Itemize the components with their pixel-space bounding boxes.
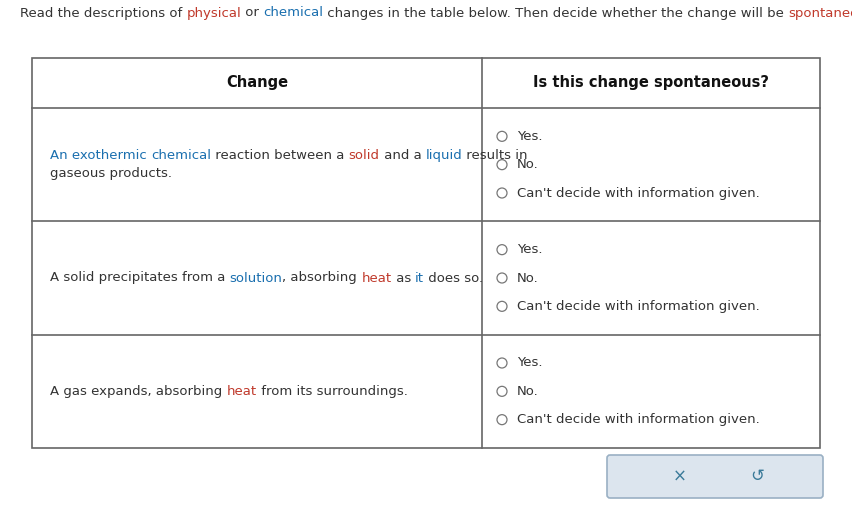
Text: it: it bbox=[415, 272, 424, 284]
Text: , absorbing: , absorbing bbox=[283, 272, 361, 284]
Text: from its surroundings.: from its surroundings. bbox=[256, 385, 407, 398]
Text: liquid: liquid bbox=[426, 149, 463, 162]
Text: A gas expands, absorbing: A gas expands, absorbing bbox=[50, 385, 227, 398]
Text: Yes.: Yes. bbox=[517, 356, 543, 370]
Text: as: as bbox=[392, 272, 415, 284]
Text: gaseous products.: gaseous products. bbox=[50, 167, 172, 180]
Text: and a: and a bbox=[380, 149, 426, 162]
Text: chemical: chemical bbox=[151, 149, 211, 162]
Text: No.: No. bbox=[517, 385, 538, 398]
Text: solution: solution bbox=[230, 272, 283, 284]
Text: An exothermic: An exothermic bbox=[50, 149, 151, 162]
Text: Change: Change bbox=[226, 76, 288, 91]
Text: No.: No. bbox=[517, 272, 538, 284]
Text: A solid precipitates from a: A solid precipitates from a bbox=[50, 272, 230, 284]
Text: reaction between a: reaction between a bbox=[211, 149, 348, 162]
Text: results in: results in bbox=[463, 149, 528, 162]
Text: or: or bbox=[241, 7, 263, 19]
Text: spontaneous: spontaneous bbox=[788, 7, 852, 19]
FancyBboxPatch shape bbox=[607, 455, 823, 498]
Text: changes in the table below. Then decide whether the change will be: changes in the table below. Then decide … bbox=[324, 7, 788, 19]
Text: Can't decide with information given.: Can't decide with information given. bbox=[517, 300, 760, 313]
Text: ×: × bbox=[672, 467, 686, 486]
Text: chemical: chemical bbox=[263, 7, 324, 19]
Text: heat: heat bbox=[227, 385, 256, 398]
Text: Can't decide with information given.: Can't decide with information given. bbox=[517, 413, 760, 426]
Text: does so.: does so. bbox=[424, 272, 483, 284]
Text: Read the descriptions of: Read the descriptions of bbox=[20, 7, 187, 19]
Text: Yes.: Yes. bbox=[517, 243, 543, 256]
Text: ↺: ↺ bbox=[750, 467, 764, 486]
Text: heat: heat bbox=[361, 272, 392, 284]
Text: physical: physical bbox=[187, 7, 241, 19]
Text: solid: solid bbox=[348, 149, 380, 162]
Text: Can't decide with information given.: Can't decide with information given. bbox=[517, 187, 760, 199]
Text: No.: No. bbox=[517, 158, 538, 171]
Text: Is this change spontaneous?: Is this change spontaneous? bbox=[533, 76, 769, 91]
Text: Yes.: Yes. bbox=[517, 130, 543, 143]
